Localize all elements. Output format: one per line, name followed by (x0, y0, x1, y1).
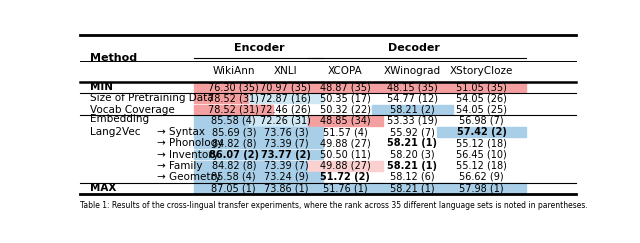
Text: 57.42 (2): 57.42 (2) (457, 127, 507, 137)
Bar (194, 94, 273, 103)
Bar (308, 116, 383, 126)
Bar (372, 105, 453, 114)
Text: 54.05 (26): 54.05 (26) (456, 93, 507, 103)
Bar (248, 116, 323, 126)
Text: 48.87 (35): 48.87 (35) (320, 82, 371, 92)
Text: → Inventory: → Inventory (157, 149, 219, 159)
Text: 56.45 (10): 56.45 (10) (456, 149, 507, 159)
Text: 85.58 (4): 85.58 (4) (211, 116, 256, 126)
Text: 51.76 (1): 51.76 (1) (323, 183, 367, 193)
Bar (308, 183, 383, 193)
Text: 73.39 (7): 73.39 (7) (264, 138, 308, 148)
Text: 73.76 (3): 73.76 (3) (264, 127, 308, 137)
Text: 55.92 (7): 55.92 (7) (390, 127, 435, 137)
Bar (308, 161, 383, 171)
Bar (248, 82, 323, 92)
Bar (194, 105, 273, 114)
Text: 55.12 (18): 55.12 (18) (456, 138, 507, 148)
Bar (248, 172, 323, 182)
Bar (437, 127, 527, 137)
Text: 54.05 (25): 54.05 (25) (456, 105, 508, 115)
Text: 53.33 (19): 53.33 (19) (387, 116, 438, 126)
Text: XCOPA: XCOPA (328, 66, 363, 76)
Text: 56.98 (7): 56.98 (7) (460, 116, 504, 126)
Text: 51.57 (4): 51.57 (4) (323, 127, 368, 137)
Bar (372, 183, 453, 193)
Text: 51.72 (2): 51.72 (2) (321, 172, 371, 182)
Text: XStoryCloze: XStoryCloze (450, 66, 513, 76)
Text: → Geometry: → Geometry (157, 172, 221, 182)
Bar (248, 161, 323, 171)
Text: 58.21 (1): 58.21 (1) (387, 161, 437, 171)
Text: Decoder: Decoder (388, 43, 440, 53)
Text: Vocab Coverage: Vocab Coverage (90, 105, 175, 115)
Text: 84.82 (8): 84.82 (8) (211, 138, 256, 148)
Text: → Family: → Family (157, 161, 202, 171)
Text: 72.46 (26): 72.46 (26) (260, 105, 311, 115)
Text: 86.07 (2): 86.07 (2) (209, 149, 259, 159)
Text: 70.97 (35): 70.97 (35) (260, 82, 311, 92)
Text: Table 1: Results of the cross-lingual transfer experiments, where the rank acros: Table 1: Results of the cross-lingual tr… (80, 201, 588, 210)
Bar (194, 116, 273, 126)
Text: 49.88 (27): 49.88 (27) (320, 138, 371, 148)
Bar (437, 82, 527, 92)
Bar (194, 139, 273, 148)
Text: 58.21 (2): 58.21 (2) (390, 105, 435, 115)
Text: 73.77 (2): 73.77 (2) (261, 149, 311, 159)
Text: 78.52 (31): 78.52 (31) (209, 105, 259, 115)
Text: MAX: MAX (90, 183, 116, 193)
Text: Lang2Vec: Lang2Vec (90, 127, 140, 137)
Bar (372, 82, 453, 92)
Text: 85.58 (4): 85.58 (4) (211, 172, 256, 182)
Bar (194, 172, 273, 182)
Text: 56.62 (9): 56.62 (9) (460, 172, 504, 182)
Bar (308, 82, 383, 92)
Text: 57.98 (1): 57.98 (1) (460, 183, 504, 193)
Text: → Syntax: → Syntax (157, 127, 205, 137)
Text: 48.15 (35): 48.15 (35) (387, 82, 438, 92)
Text: MIN: MIN (90, 82, 113, 92)
Bar (194, 150, 273, 159)
Text: Encoder: Encoder (234, 43, 285, 53)
Text: Embedding: Embedding (90, 114, 149, 124)
Bar (248, 150, 323, 159)
Text: Size of Pretraining Data: Size of Pretraining Data (90, 93, 214, 103)
Text: 58.12 (6): 58.12 (6) (390, 172, 435, 182)
Text: 73.24 (9): 73.24 (9) (264, 172, 308, 182)
Text: 51.05 (35): 51.05 (35) (456, 82, 507, 92)
Text: 72.87 (16): 72.87 (16) (260, 93, 311, 103)
Text: XWinograd: XWinograd (384, 66, 441, 76)
Text: 58.21 (1): 58.21 (1) (387, 138, 437, 148)
Bar (194, 82, 273, 92)
Bar (437, 183, 527, 193)
Text: 58.21 (1): 58.21 (1) (390, 183, 435, 193)
Text: Method: Method (90, 53, 137, 63)
Text: 73.39 (7): 73.39 (7) (264, 161, 308, 171)
Text: 50.50 (11): 50.50 (11) (320, 149, 371, 159)
Bar (248, 139, 323, 148)
Text: 54.77 (12): 54.77 (12) (387, 93, 438, 103)
Text: 49.88 (27): 49.88 (27) (320, 161, 371, 171)
Bar (194, 183, 273, 193)
Text: 58.20 (3): 58.20 (3) (390, 149, 435, 159)
Text: 84.82 (8): 84.82 (8) (211, 161, 256, 171)
Bar (248, 127, 323, 137)
Text: 50.32 (22): 50.32 (22) (320, 105, 371, 115)
Text: 73.86 (1): 73.86 (1) (264, 183, 308, 193)
Text: 48.85 (34): 48.85 (34) (320, 116, 371, 126)
Bar (194, 161, 273, 171)
Text: XNLI: XNLI (274, 66, 298, 76)
Text: 55.12 (18): 55.12 (18) (456, 161, 507, 171)
Text: 85.69 (3): 85.69 (3) (211, 127, 256, 137)
Text: 78.52 (31): 78.52 (31) (209, 93, 259, 103)
Bar (248, 183, 323, 193)
Text: 76.30 (35): 76.30 (35) (209, 82, 259, 92)
Text: WikiAnn: WikiAnn (212, 66, 255, 76)
Text: 72.26 (31): 72.26 (31) (260, 116, 311, 126)
Text: 50.35 (17): 50.35 (17) (320, 93, 371, 103)
Text: 87.05 (1): 87.05 (1) (211, 183, 256, 193)
Bar (248, 94, 323, 103)
Bar (194, 127, 273, 137)
Text: → Phonology: → Phonology (157, 138, 223, 148)
